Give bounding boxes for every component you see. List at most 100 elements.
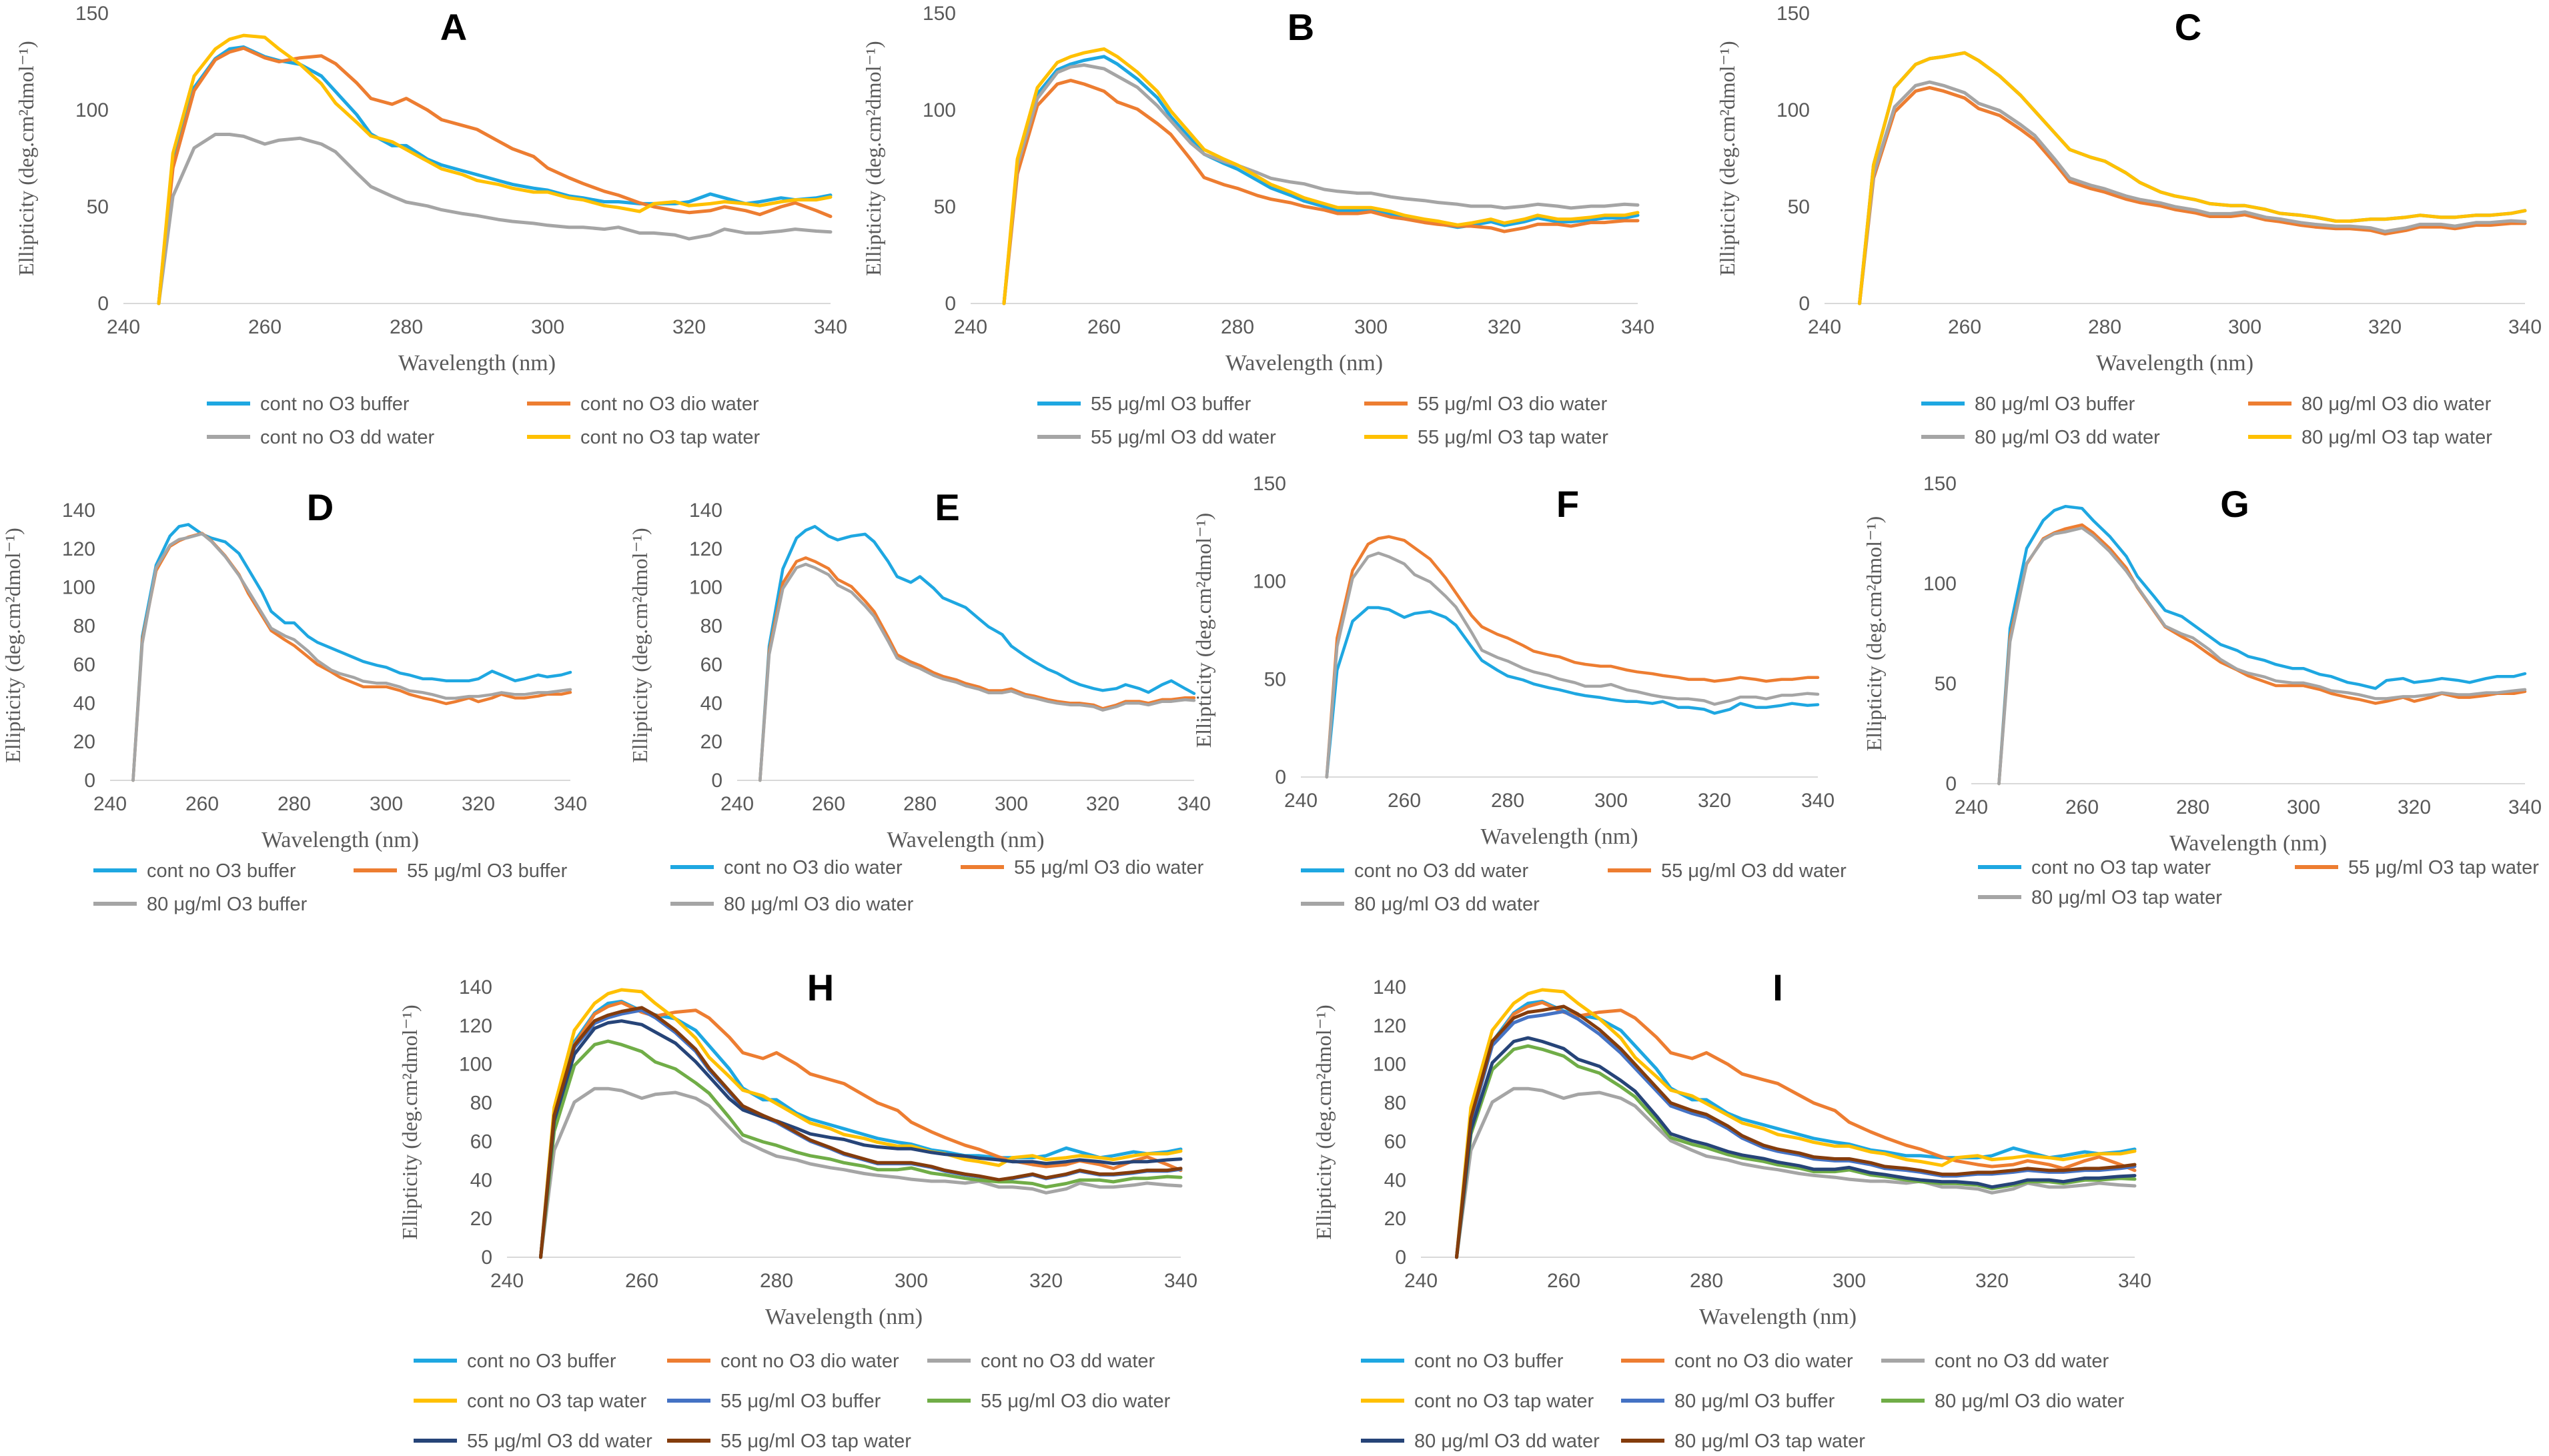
series-line-3 (1858, 80, 2527, 305)
y-axis-title: Ellipticity (deg.cm²dmol⁻¹) (861, 41, 885, 275)
y-axis-title: Ellipticity (deg.cm²dmol⁻¹) (1715, 41, 1739, 275)
x-tick-label: 320 (2368, 316, 2402, 338)
series-line-6 (539, 1039, 1183, 1259)
legend-label: cont no O3 buffer (467, 1351, 616, 1372)
y-tick-label: 40 (470, 1169, 492, 1191)
x-tick-label: 280 (2088, 316, 2121, 338)
x-tick-label: 300 (2287, 796, 2320, 818)
y-tick-label: 150 (923, 3, 956, 25)
legend-label: cont no O3 dd water (1935, 1351, 2109, 1372)
x-tick-label: 280 (1221, 316, 1254, 338)
x-tick-label: 320 (1086, 793, 1119, 815)
legend-label: 80 μg/ml O3 buffer (1674, 1391, 1835, 1412)
y-tick-label: 0 (711, 770, 722, 792)
legend-label: 80 μg/ml O3 dd water (1414, 1431, 1600, 1452)
y-tick-label: 100 (1253, 571, 1286, 593)
y-tick-label: 50 (87, 196, 109, 218)
series-line-1 (539, 999, 1183, 1259)
series-line-3 (1002, 63, 1640, 305)
y-tick-label: 140 (62, 500, 95, 522)
x-tick-label: 340 (1164, 1270, 1197, 1292)
legend: cont no O3 tap water 55 μg/ml O3 tap wate… (1978, 857, 2539, 908)
x-tick-label: 240 (1404, 1270, 1438, 1292)
x-tick-label: 260 (1547, 1270, 1580, 1292)
panel-letter: E (935, 486, 959, 528)
y-tick-label: 0 (97, 293, 109, 315)
series-line-1 (1002, 55, 1640, 305)
panel-h: H 240 260 280 300 320 340 0 20 40 60 80 100 120 140 Wav… (398, 966, 1197, 1452)
series-line-1 (1455, 999, 2137, 1259)
panel-letter: B (1288, 6, 1314, 48)
x-axis-title: Wavelength (nm) (1225, 351, 1383, 376)
panel-letter: A (440, 6, 467, 48)
x-tick-label: 260 (1087, 316, 1121, 338)
y-tick-label: 20 (470, 1208, 492, 1230)
series-line-4 (1455, 988, 2137, 1259)
x-tick-label: 340 (1801, 790, 1835, 812)
legend-label: 55 μg/ml O3 tap water (2348, 857, 2539, 878)
x-tick-label: 320 (1698, 790, 1731, 812)
legend-label: 55 μg/ml O3 dio water (981, 1391, 1171, 1412)
y-tick-label: 20 (73, 731, 95, 753)
x-tick-label: 240 (1284, 790, 1318, 812)
series-line-3 (157, 133, 833, 305)
y-tick-label: 60 (73, 654, 95, 676)
x-axis-title: Wavelength (nm) (765, 1305, 923, 1329)
y-tick-label: 100 (1776, 99, 1810, 121)
legend-label: 80 μg/ml O3 tap water (2302, 427, 2492, 448)
series-line-2 (758, 556, 1196, 782)
y-axis-title: Ellipticity (deg.cm²dmol⁻¹) (1191, 513, 1215, 748)
series-line-3 (758, 562, 1196, 782)
x-tick-label: 300 (1833, 1270, 1866, 1292)
legend-label: 55 μg/ml O3 buffer (407, 860, 568, 882)
series-line-1 (1325, 606, 1820, 779)
y-tick-label: 60 (700, 654, 722, 676)
series-line-4 (539, 988, 1183, 1259)
legend-label: cont no O3 dio water (724, 857, 903, 878)
series-line-2 (1997, 523, 2527, 786)
y-tick-label: 150 (75, 3, 109, 25)
series-line-8 (539, 1006, 1183, 1259)
x-tick-label: 300 (995, 793, 1028, 815)
legend-label: 80 μg/ml O3 dio water (2302, 394, 2492, 415)
legend-label: 55 μg/ml O3 dd water (1661, 860, 1847, 882)
legend-label: 80 μg/ml O3 tap water (2031, 887, 2222, 908)
series-line-3 (1997, 526, 2527, 786)
y-tick-label: 100 (459, 1054, 492, 1076)
x-tick-label: 280 (1690, 1270, 1723, 1292)
legend-label: 55 μg/ml O3 tap water (720, 1431, 911, 1452)
y-tick-label: 100 (62, 577, 95, 599)
x-tick-label: 340 (1177, 793, 1211, 815)
legend-label: cont no O3 tap water (2031, 857, 2211, 878)
y-tick-label: 40 (73, 692, 95, 714)
x-tick-label: 240 (93, 793, 127, 815)
y-axis-title: Ellipticity (deg.cm²dmol⁻¹) (628, 528, 652, 762)
legend-label: cont no O3 tap water (1414, 1391, 1594, 1412)
x-axis-title: Wavelength (nm) (1699, 1305, 1857, 1329)
legend-label: 55 μg/ml O3 dio water (1014, 857, 1204, 878)
series-line-4 (1858, 51, 2527, 305)
x-axis-title: Wavelength (nm) (887, 828, 1044, 852)
x-tick-label: 320 (2398, 796, 2431, 818)
legend-label: cont no O3 dio water (720, 1351, 899, 1372)
legend-label: cont no O3 dd water (981, 1351, 1155, 1372)
y-tick-label: 100 (75, 99, 109, 121)
series-line-1 (758, 525, 1196, 782)
series-line-2 (539, 1000, 1183, 1259)
legend-label: 80 μg/ml O3 dio water (724, 894, 914, 915)
y-tick-label: 100 (1923, 573, 1957, 595)
x-tick-label: 260 (812, 793, 845, 815)
y-tick-label: 60 (470, 1131, 492, 1153)
y-tick-label: 80 (470, 1093, 492, 1115)
x-tick-label: 240 (720, 793, 754, 815)
x-tick-label: 280 (760, 1270, 793, 1292)
x-tick-label: 260 (1948, 316, 1981, 338)
y-tick-label: 20 (1384, 1208, 1406, 1230)
y-tick-label: 150 (1253, 473, 1286, 495)
x-tick-label: 260 (2065, 796, 2099, 818)
x-tick-label: 240 (954, 316, 987, 338)
legend-label: 55 μg/ml O3 buffer (1091, 394, 1251, 415)
x-axis-title: Wavelength (nm) (262, 828, 419, 852)
y-tick-label: 120 (459, 1015, 492, 1037)
x-tick-label: 340 (814, 316, 847, 338)
